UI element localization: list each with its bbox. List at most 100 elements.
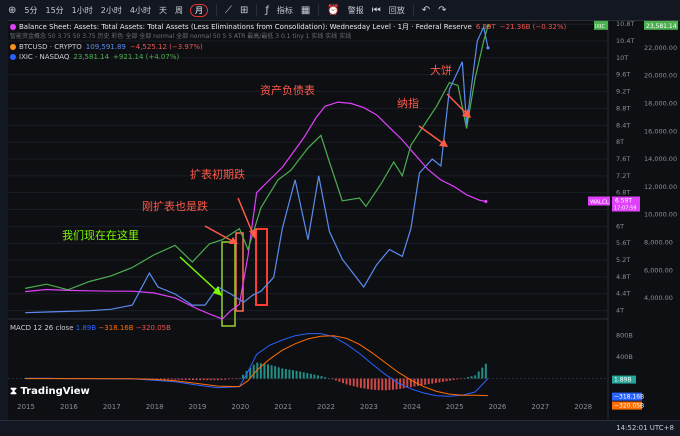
annotation-big-cake: 大饼 [430, 64, 452, 77]
replay-icon[interactable]: ⏮ [371, 4, 381, 16]
chart-type-icon[interactable]: ⟋ [224, 4, 232, 16]
macd-histogram-bar [445, 378, 448, 382]
macd-histogram-bar [392, 378, 394, 390]
ixic-label: IXIC · NASDAQ [19, 53, 70, 61]
chart-legend: Balance Sheet: Assets: Total Assets: Tot… [10, 22, 566, 62]
highlight-box-expansion [255, 228, 268, 306]
macd-histogram-bar [463, 378, 466, 379]
timeframe-1h[interactable]: 1小时 [71, 5, 93, 15]
macd-axis-label: 400B [616, 353, 633, 361]
legend-ixic-row[interactable]: IXIC · NASDAQ 23,581.14 +921.14 (+4.07%) [10, 52, 566, 62]
macd-histogram-bar [484, 363, 487, 379]
replay-button[interactable]: 回放 [388, 5, 405, 15]
left-axis-tick-label: 10.4T [616, 37, 634, 45]
macd-histogram-bar [370, 378, 373, 390]
macd-histogram-bar [313, 374, 316, 379]
x-axis-tick-label: 2028 [574, 403, 593, 411]
ixic-value: 23,581.14 [73, 53, 110, 61]
series-line-ixic [24, 25, 489, 291]
macd-histogram-bar [381, 378, 384, 391]
left-sidebar [0, 20, 8, 435]
walcl-time-badge: 17:07:59 [614, 206, 636, 212]
macd-histogram-bar [231, 378, 234, 380]
annotation-nasdaq: 纳指 [397, 97, 419, 110]
macd-histogram-bar [299, 371, 302, 379]
macd-histogram-bar [384, 378, 387, 391]
macd-histogram-bar [434, 378, 437, 383]
alert-button[interactable]: 警报 [347, 5, 364, 15]
macd-badge-bg [612, 375, 636, 384]
macd-histogram-bar [367, 378, 369, 390]
macd-histogram-bar [474, 375, 477, 379]
macd-histogram-bar [306, 373, 309, 379]
left-axis-tick-label: 10.8T [616, 20, 634, 28]
timeframe-month[interactable]: 月 [189, 3, 208, 17]
timeframe-day[interactable]: 天 [158, 5, 167, 15]
tradingview-logo[interactable]: ⧗ TradingView [10, 386, 90, 397]
macd-histogram-bar [470, 376, 473, 379]
undo-icon[interactable]: ↶ [421, 4, 431, 16]
plus-icon[interactable]: ⊕ [8, 4, 17, 16]
macd-histogram-bar [209, 378, 212, 381]
legend-btc-row[interactable]: BTCUSD · CRYPTO 109,591.89 −4,525.12 (−3… [10, 42, 566, 52]
macd-histogram-bar [220, 378, 223, 380]
macd-histogram-bar [377, 378, 380, 391]
macd-histogram-bar [320, 376, 323, 379]
timeframe-2h[interactable]: 2小时 [100, 5, 122, 15]
indicators-button[interactable]: 指标 [276, 5, 293, 15]
macd-histogram-bar [242, 374, 244, 379]
indicator-settings-row[interactable]: 智能资金概念 50 3.75 50 3.75 历史 彩色 全部 全部 norma… [10, 33, 352, 40]
series-line-btcusd [25, 25, 489, 314]
macd-histogram-bar [177, 378, 180, 380]
macd-histogram-bar [317, 375, 319, 379]
timeframe-week[interactable]: 周 [174, 5, 183, 15]
walcl-badge-name: WALCL [590, 200, 610, 206]
status-bar: 14:52:01 UTC+8 [0, 420, 680, 436]
macd-histogram-bar [217, 378, 219, 381]
timeframe-5m[interactable]: 5分 [24, 5, 38, 15]
right-axis-tick-label: 4,000.00 [644, 294, 673, 302]
signal-badge-bg [612, 392, 642, 401]
macd-histogram-bar [356, 378, 359, 388]
redo-icon[interactable]: ↷ [438, 4, 447, 16]
macd-histogram-bar [409, 378, 412, 388]
macd-histogram-bar [195, 378, 198, 381]
right-axis: 22,000.00 20,000.00 18,000.00 16,000.00 14,0… [588, 20, 678, 302]
macd-histogram-bar [174, 378, 177, 380]
left-axis-tick-label: 4T [616, 307, 624, 315]
tradingview-icon: ⧗ [10, 386, 21, 397]
alert-icon[interactable]: ⏰ [327, 4, 340, 16]
macd-histogram-bar [406, 378, 409, 388]
macd-histogram-bar [374, 378, 377, 390]
arrow-early [204, 225, 235, 243]
macd-legend[interactable]: MACD 12 26 close 1.89B −318.16B −320.05B [10, 324, 171, 332]
macd-histogram-bar [334, 378, 337, 381]
macd-histogram-bar [274, 366, 277, 379]
walcl-dot-icon [10, 24, 16, 30]
x-axis-tick-label: 2016 [60, 403, 78, 411]
macd-histogram-bar [431, 378, 434, 384]
toolbar-divider [256, 4, 258, 16]
walcl-value-badge: 6.59T [615, 198, 632, 205]
left-axis-tick-label: 9.6T [616, 71, 630, 79]
macd-histogram-bar [477, 371, 480, 379]
signal-value: −318.16B [98, 324, 134, 332]
hist-value: −320.05B [135, 324, 171, 332]
left-axis-tick-label: 8.8T [616, 104, 630, 112]
ixic-value-badge-bg [644, 20, 678, 30]
timeframe-15m[interactable]: 15分 [45, 5, 64, 15]
chart-canvas[interactable]: 10.8T 10.4T 10T 9.6T 9.2T 8.8T 8.4T 8T 7.6T 7.2T 6… [0, 20, 680, 435]
macd-histogram-bar [238, 378, 241, 380]
macd-histogram-bar [170, 378, 173, 380]
macd-histogram-bar [181, 378, 184, 380]
logo-text: TradingView [20, 386, 90, 397]
indicators-icon[interactable]: ƒ [265, 4, 269, 16]
macd-histogram-bar [395, 378, 398, 390]
macd-histogram-bar [402, 378, 405, 389]
templates-icon[interactable]: ▦ [300, 4, 311, 16]
compare-icon[interactable]: ⊞ [239, 4, 249, 16]
macd-histogram-bar [163, 378, 166, 380]
left-axis-tick-label: 5.2T [616, 256, 630, 264]
toolbar-divider [318, 4, 320, 16]
timeframe-4h[interactable]: 4小时 [129, 5, 151, 15]
